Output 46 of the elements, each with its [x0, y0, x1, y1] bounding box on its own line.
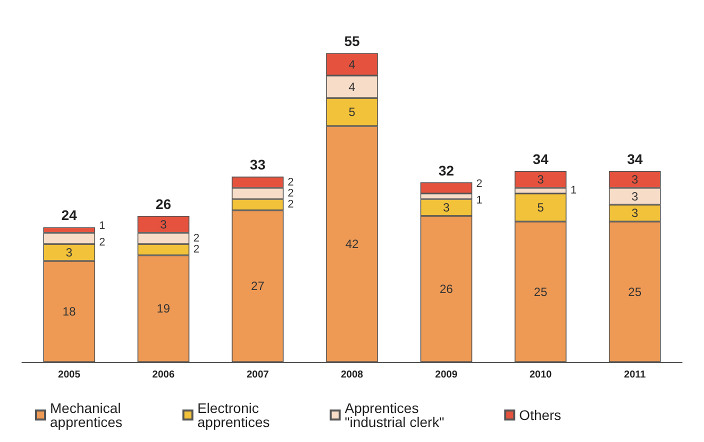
x-tick-label: 2005 — [58, 370, 81, 380]
data-label: 5 — [537, 200, 544, 215]
data-label: 3 — [66, 245, 73, 260]
data-label: 3 — [632, 172, 639, 186]
data-label: 3 — [160, 217, 168, 232]
total-label: 34 — [532, 151, 549, 168]
data-label: 5 — [348, 105, 356, 120]
data-label: 2 — [288, 176, 294, 188]
x-tick-label: 2009 — [435, 370, 458, 380]
data-label: 19 — [156, 302, 170, 316]
data-label: 2 — [288, 188, 294, 200]
total-label: 24 — [61, 207, 78, 224]
legend-label: Mechanical apprentices — [50, 400, 122, 430]
data-label: 3 — [442, 200, 450, 215]
data-label: 26 — [440, 282, 454, 296]
data-label: 4 — [348, 57, 356, 72]
data-label: 27 — [251, 279, 265, 294]
data-label: 3 — [632, 189, 639, 204]
data-label: 1 — [476, 194, 482, 206]
x-tick-label: 2011 — [624, 370, 646, 380]
data-label: 2 — [476, 178, 482, 190]
data-label: 2 — [99, 236, 106, 248]
data-label: 3 — [632, 206, 639, 220]
x-tick-label: 2006 — [152, 370, 175, 380]
total-label: 33 — [250, 156, 266, 173]
data-label: 25 — [534, 284, 548, 299]
total-label: 55 — [344, 33, 360, 50]
data-label: 1 — [99, 220, 106, 232]
x-tick-label: 2010 — [529, 370, 552, 380]
data-label: 2 — [193, 232, 200, 244]
data-label: 1 — [570, 184, 577, 197]
x-tick-label: 2008 — [340, 370, 364, 380]
total-label: 32 — [438, 162, 454, 178]
data-label: 42 — [345, 237, 359, 252]
data-label: 2 — [288, 198, 294, 211]
total-label: 34 — [627, 151, 643, 168]
legend-label: Others — [519, 407, 562, 423]
data-label: 4 — [348, 80, 356, 94]
legend-label: Apprentices "industrial clerk" — [344, 400, 444, 430]
data-label: 25 — [628, 284, 642, 299]
legend-label: Electronic apprentices — [197, 400, 270, 430]
data-label: 2 — [193, 244, 200, 256]
data-label: 3 — [537, 172, 544, 186]
x-tick-label: 2007 — [246, 370, 270, 380]
data-label: 18 — [62, 304, 76, 318]
total-label: 26 — [156, 196, 172, 212]
